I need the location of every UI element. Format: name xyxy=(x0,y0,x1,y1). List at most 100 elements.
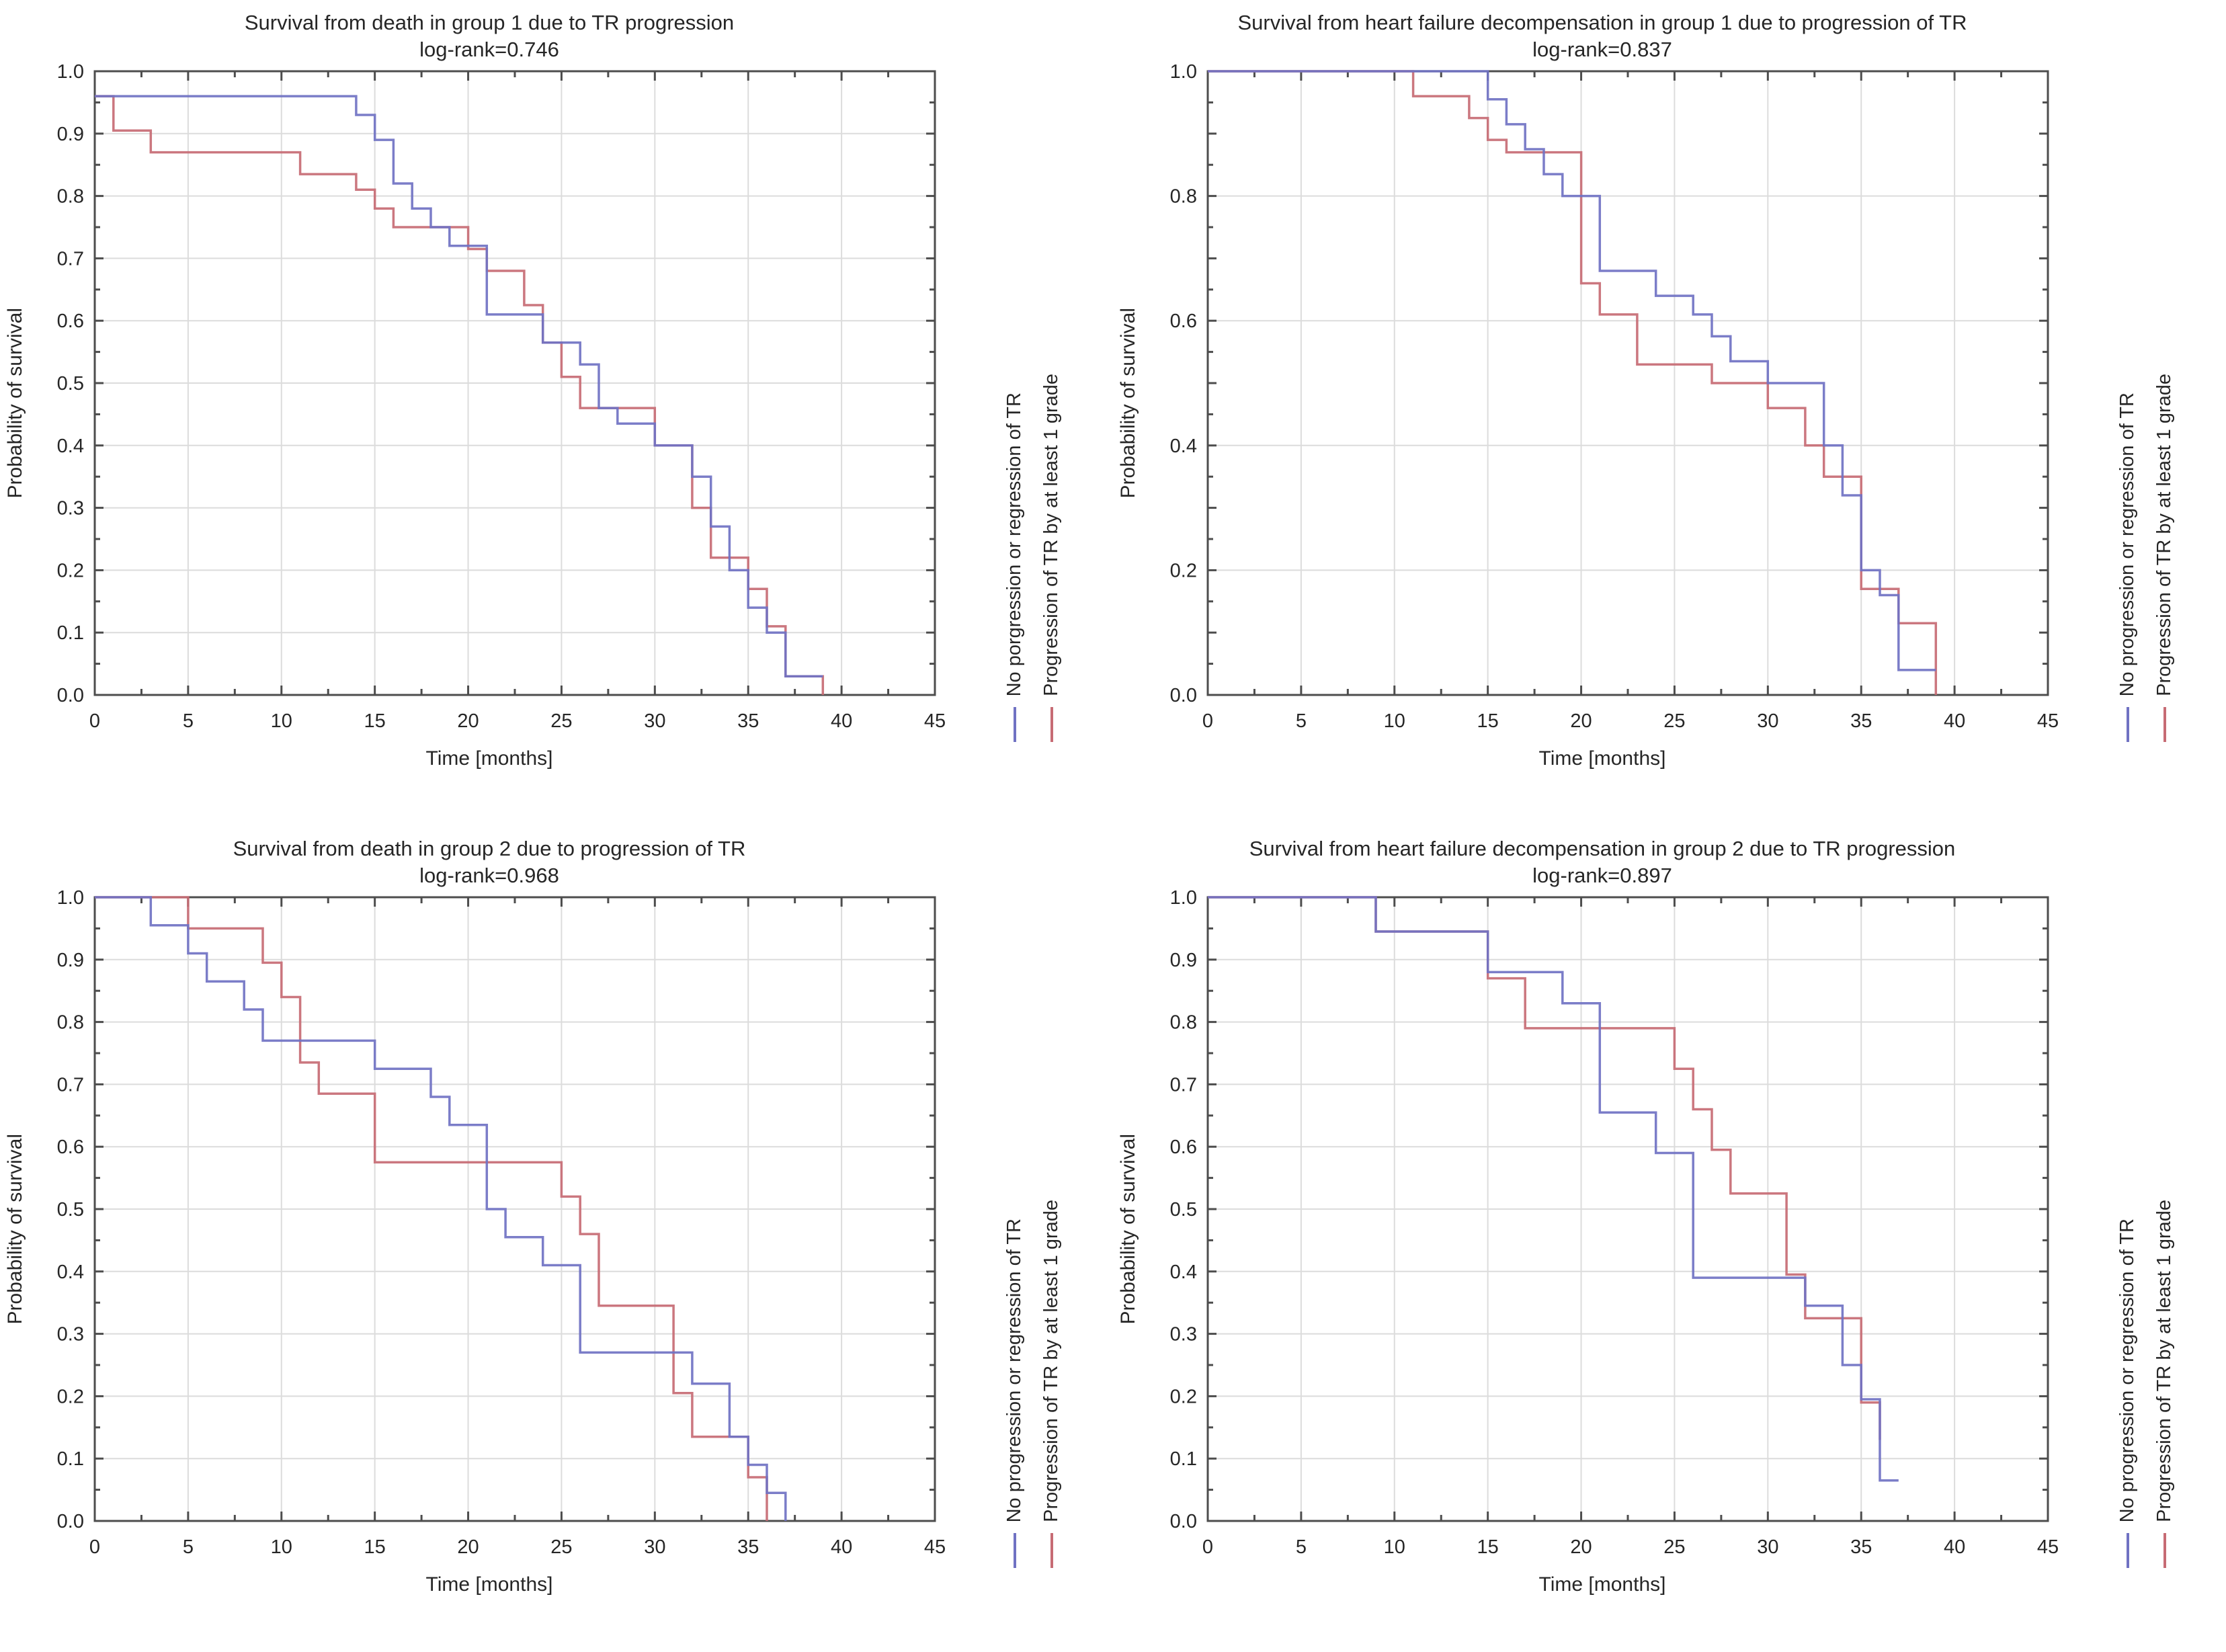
svg-text:0.1: 0.1 xyxy=(57,1448,84,1470)
x-axis-label: Time [months] xyxy=(425,1573,553,1596)
svg-text:0.5: 0.5 xyxy=(57,373,84,395)
svg-text:45: 45 xyxy=(924,1536,946,1558)
svg-text:1.0: 1.0 xyxy=(1170,889,1197,909)
legend-label-no-progression: No porgression or regression of TR xyxy=(1003,392,1025,696)
svg-text:0.3: 0.3 xyxy=(1170,1324,1197,1346)
svg-text:20: 20 xyxy=(1570,710,1592,732)
km-panel-hf-group1: Survival from heart failure decompensati… xyxy=(1113,0,2226,826)
svg-text:35: 35 xyxy=(737,710,759,732)
legend-label-no-progression: No progression or regression of TR xyxy=(1003,1218,1025,1522)
svg-text:0: 0 xyxy=(89,710,100,732)
svg-text:0.1: 0.1 xyxy=(1170,1448,1197,1470)
svg-text:45: 45 xyxy=(2037,1536,2059,1558)
svg-text:5: 5 xyxy=(183,710,194,732)
legend: No porgression or regression of TR Progr… xyxy=(958,63,1108,742)
blue-line-swatch-icon xyxy=(2126,1533,2129,1568)
svg-text:30: 30 xyxy=(1757,1536,1778,1558)
x-axis-label: Time [months] xyxy=(1538,1573,1666,1596)
km-panel-death-group2: Survival from death in group 2 due to pr… xyxy=(0,826,1113,1652)
legend-label-progression: Progression of TR by at least 1 grade xyxy=(1040,374,1062,696)
svg-text:0.7: 0.7 xyxy=(1170,1074,1197,1096)
svg-text:40: 40 xyxy=(1944,710,1965,732)
x-axis-label: Time [months] xyxy=(1538,747,1666,770)
svg-text:25: 25 xyxy=(550,1536,572,1558)
svg-text:5: 5 xyxy=(1296,1536,1307,1558)
svg-text:0.8: 0.8 xyxy=(57,186,84,208)
panel-body: Probability of survival 0 5 10 15 20 25 30 35 40… xyxy=(1113,889,2226,1569)
panel-subtitle-logrank: log-rank=0.968 xyxy=(419,864,559,887)
legend-item-no-progression: No porgression or regression of TR xyxy=(1003,393,1026,742)
km-plot-svg: 0 5 10 15 20 25 30 35 40 45 0.0 0.2 0.4 0.6 0.8 1.0 xyxy=(1170,63,2059,732)
svg-text:10: 10 xyxy=(271,1536,292,1558)
svg-text:10: 10 xyxy=(1384,1536,1405,1558)
panel-title: Survival from heart failure decompensati… xyxy=(1249,837,1956,860)
blue-line-swatch-icon xyxy=(1013,1533,1016,1568)
svg-text:0.2: 0.2 xyxy=(57,560,84,581)
svg-text:10: 10 xyxy=(1384,710,1405,732)
svg-text:20: 20 xyxy=(1570,1536,1592,1558)
red-line-swatch-icon xyxy=(1050,1533,1053,1568)
legend-label-progression: Progression of TR by at least 1 grade xyxy=(2153,374,2175,696)
svg-text:0.0: 0.0 xyxy=(1170,685,1197,706)
svg-text:30: 30 xyxy=(644,1536,665,1558)
svg-text:0.6: 0.6 xyxy=(1170,311,1197,332)
svg-text:1.0: 1.0 xyxy=(1170,63,1197,83)
svg-text:0.5: 0.5 xyxy=(1170,1199,1197,1221)
panel-body: Probability of survival 0 5 10 15 20 25 30 35 40… xyxy=(0,889,1113,1569)
svg-text:0.4: 0.4 xyxy=(1170,436,1197,457)
svg-text:0.5: 0.5 xyxy=(57,1199,84,1221)
svg-text:30: 30 xyxy=(1757,710,1778,732)
svg-text:45: 45 xyxy=(2037,710,2059,732)
svg-text:0.8: 0.8 xyxy=(1170,186,1197,208)
y-axis-label: Probability of survival xyxy=(4,1134,26,1325)
legend-item-no-progression: No progression or regression of TR xyxy=(2116,1219,2139,1568)
red-line-swatch-icon xyxy=(2163,707,2166,742)
panel-titles: Survival from heart failure decompensati… xyxy=(1113,0,2226,63)
svg-text:0.2: 0.2 xyxy=(1170,560,1197,581)
svg-text:0.9: 0.9 xyxy=(57,950,84,971)
panel-body: Probability of survival 0 5 10 15 20 25 30 35 40… xyxy=(0,63,1113,743)
svg-text:40: 40 xyxy=(1944,1536,1965,1558)
svg-text:25: 25 xyxy=(550,710,572,732)
svg-text:0.6: 0.6 xyxy=(57,1137,84,1158)
svg-text:35: 35 xyxy=(737,1536,759,1558)
svg-text:25: 25 xyxy=(1663,710,1685,732)
km-plot-svg: 0 5 10 15 20 25 30 35 40 45 0.0 0.1 0.2 0.3 0.4 0.5 0.6 0… xyxy=(1170,889,2059,1558)
legend-label-progression: Progression of TR by at least 1 grade xyxy=(2153,1200,2175,1522)
red-line-swatch-icon xyxy=(2163,1533,2166,1568)
svg-text:0.1: 0.1 xyxy=(57,622,84,644)
svg-text:25: 25 xyxy=(1663,1536,1685,1558)
x-axis-label: Time [months] xyxy=(425,747,553,770)
svg-text:0.9: 0.9 xyxy=(1170,950,1197,971)
y-axis-label: Probability of survival xyxy=(4,308,26,499)
svg-text:0.4: 0.4 xyxy=(1170,1262,1197,1283)
svg-text:35: 35 xyxy=(1850,1536,1872,1558)
svg-text:1.0: 1.0 xyxy=(57,889,84,909)
y-axis-label: Probability of survival xyxy=(1117,308,1139,499)
legend-item-no-progression: No progression or regression of TR xyxy=(2116,393,2139,742)
panel-title: Survival from death in group 1 due to TR… xyxy=(244,11,735,34)
legend-item-progression: Progression of TR by at least 1 grade xyxy=(2153,1200,2176,1568)
svg-text:0.2: 0.2 xyxy=(1170,1386,1197,1407)
svg-text:0.0: 0.0 xyxy=(57,1511,84,1532)
svg-text:15: 15 xyxy=(364,710,386,732)
svg-text:1.0: 1.0 xyxy=(57,63,84,83)
panel-title: Survival from heart failure decompensati… xyxy=(1237,11,1967,34)
legend: No progression or regression of TR Progr… xyxy=(2071,63,2221,742)
svg-text:0.4: 0.4 xyxy=(57,436,84,457)
svg-text:10: 10 xyxy=(271,710,292,732)
panel-subtitle-logrank: log-rank=0.837 xyxy=(1532,38,1672,61)
legend-label-no-progression: No progression or regression of TR xyxy=(2116,1218,2138,1522)
km-panel-hf-group2: Survival from heart failure decompensati… xyxy=(1113,826,2226,1652)
svg-text:0.0: 0.0 xyxy=(57,685,84,706)
panel-subtitle-logrank: log-rank=0.897 xyxy=(1532,864,1672,887)
legend: No progression or regression of TR Progr… xyxy=(2071,889,2221,1568)
svg-text:0.0: 0.0 xyxy=(1170,1511,1197,1532)
svg-text:45: 45 xyxy=(924,710,946,732)
legend-item-progression: Progression of TR by at least 1 grade xyxy=(1040,374,1063,742)
svg-text:40: 40 xyxy=(831,1536,852,1558)
legend-item-no-progression: No progression or regression of TR xyxy=(1003,1219,1026,1568)
svg-text:0.2: 0.2 xyxy=(57,1386,84,1407)
svg-text:5: 5 xyxy=(183,1536,194,1558)
